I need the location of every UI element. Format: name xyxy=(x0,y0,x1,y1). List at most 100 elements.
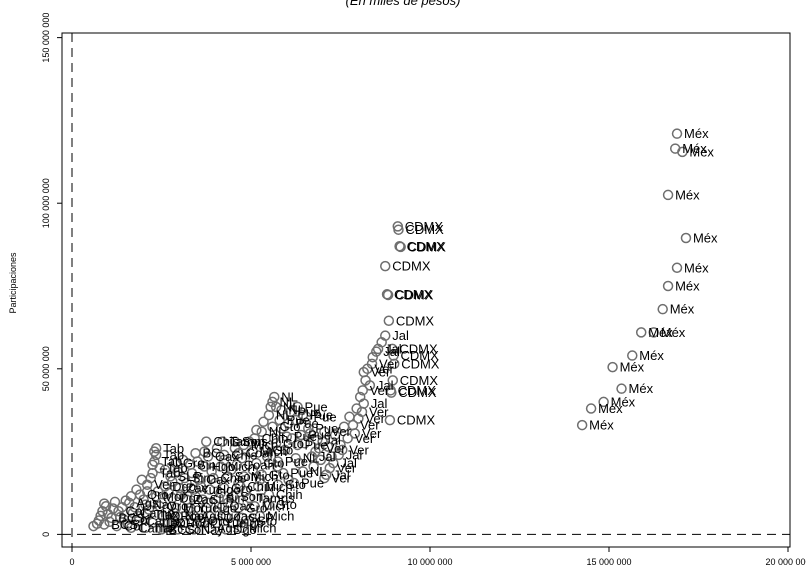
point-label: Son xyxy=(240,489,263,504)
point-label: Qro xyxy=(167,499,189,514)
data-point xyxy=(206,466,217,477)
data-point xyxy=(371,346,382,357)
data-point xyxy=(256,469,267,481)
point-label: Mich xyxy=(251,469,278,484)
point-label: Nay xyxy=(201,522,225,537)
data-point xyxy=(267,421,278,432)
point-label: Méx xyxy=(611,394,636,409)
data-point xyxy=(222,471,233,482)
point-label: CDMX xyxy=(398,383,437,398)
data-point xyxy=(170,457,182,469)
point-labels: MéxMéxMéxMéxMéxMéxMéxMéxMéxMéxMéxMéxMéxM… xyxy=(111,126,718,537)
point-label: Tlax xyxy=(152,520,177,535)
point-label: Dgo xyxy=(217,509,241,524)
point-label: SLP xyxy=(249,510,274,525)
point-label: Mich xyxy=(265,479,292,494)
data-point xyxy=(272,461,284,472)
data-point xyxy=(260,444,271,456)
point-label: Mich xyxy=(228,459,255,474)
data-point xyxy=(256,426,267,437)
data-point xyxy=(152,486,164,497)
data-point xyxy=(249,433,260,444)
data-point xyxy=(388,358,400,370)
point-label: Tab xyxy=(163,441,184,456)
data-point xyxy=(204,484,216,495)
point-label: Tab xyxy=(167,461,188,476)
data-point xyxy=(283,418,294,429)
data-point xyxy=(269,433,280,444)
data-point xyxy=(353,413,364,424)
point-label: Nay xyxy=(185,509,209,524)
point-label: Méx xyxy=(620,360,645,375)
point-label: Méx xyxy=(639,348,664,363)
data-point xyxy=(147,517,158,529)
y-tick-label: 0 xyxy=(41,532,51,537)
point-label: Pue xyxy=(308,428,331,443)
data-point xyxy=(132,515,144,527)
point-label: Jal xyxy=(383,344,400,359)
data-point xyxy=(384,414,396,426)
data-point xyxy=(364,380,376,391)
data-point xyxy=(209,477,221,489)
point-label: Camp xyxy=(145,514,180,529)
point-label: CDMX xyxy=(405,219,444,234)
point-label: BCS xyxy=(111,517,138,532)
y-tick-label: 150 000 000 xyxy=(41,13,51,63)
point-label: NL xyxy=(310,464,327,479)
point-label: Méx xyxy=(684,126,709,141)
point-label: Sin xyxy=(197,457,216,472)
point-label: Col xyxy=(185,522,205,537)
data-point xyxy=(172,510,183,522)
point-label: Ver xyxy=(374,361,394,376)
data-point xyxy=(220,524,232,535)
data-point xyxy=(680,232,692,244)
point-label: Ver xyxy=(326,441,346,456)
data-point xyxy=(306,451,318,462)
point-label: Qro xyxy=(208,514,230,529)
data-point xyxy=(231,459,242,471)
point-label: CDMX xyxy=(399,341,438,356)
point-label: Coah xyxy=(244,457,275,472)
data-point xyxy=(585,403,597,414)
point-label: Tlax xyxy=(160,515,185,530)
point-label: QRoo xyxy=(170,509,204,524)
point-label: Yuc xyxy=(197,500,219,515)
point-label: CDMX xyxy=(398,385,437,400)
point-label: CDMX xyxy=(395,287,434,302)
point-label: Ver xyxy=(154,477,174,492)
data-point xyxy=(662,189,674,201)
data-point xyxy=(303,423,314,434)
data-point xyxy=(395,241,406,253)
point-label: CDMX xyxy=(394,287,433,302)
point-label: Zac xyxy=(233,509,255,524)
data-point xyxy=(292,439,303,451)
data-point xyxy=(98,519,110,530)
data-point xyxy=(274,414,285,426)
data-point xyxy=(319,426,330,437)
point-label: Yuc xyxy=(201,482,223,497)
point-label: BC xyxy=(203,446,221,461)
point-label: Méx xyxy=(661,325,686,340)
data-point xyxy=(263,489,275,500)
point-label: Chih xyxy=(262,431,289,446)
data-point xyxy=(166,476,178,487)
point-label: CDMX xyxy=(396,313,435,328)
data-point xyxy=(199,461,210,472)
data-point xyxy=(233,502,244,514)
data-point xyxy=(301,411,312,423)
point-label: Oax xyxy=(229,499,253,514)
point-label: Yuc xyxy=(224,515,246,530)
data-point xyxy=(627,350,638,361)
point-label: Méx xyxy=(682,141,707,156)
data-point xyxy=(635,327,647,338)
data-point xyxy=(211,443,223,454)
point-label: Mich xyxy=(262,499,289,514)
point-label: Méx xyxy=(684,260,709,275)
data-point xyxy=(247,446,259,457)
data-point xyxy=(270,438,282,449)
data-point xyxy=(188,484,199,495)
data-point xyxy=(111,520,122,532)
point-label: Pue xyxy=(305,399,328,414)
data-point xyxy=(215,461,226,472)
data-point xyxy=(193,474,205,485)
